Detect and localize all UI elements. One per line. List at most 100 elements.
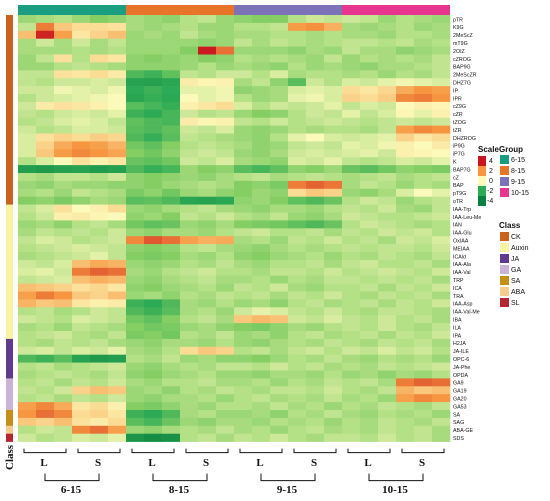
heatmap-cell <box>162 173 181 182</box>
heatmap-cell <box>54 275 73 284</box>
heatmap-cell <box>198 38 217 47</box>
heatmap-cell <box>414 362 433 371</box>
heatmap-cell <box>18 323 37 332</box>
heatmap-cell <box>270 236 289 245</box>
heatmap-cell <box>378 402 397 411</box>
heatmap-cell <box>396 362 415 371</box>
heatmap-cell <box>36 362 55 371</box>
heatmap-cell <box>162 54 181 63</box>
heatmap-cell <box>216 425 235 434</box>
row-label: ILA <box>453 325 461 331</box>
heatmap-cell <box>36 228 55 237</box>
heatmap-cell <box>18 267 37 276</box>
heatmap-cell <box>270 15 289 24</box>
heatmap-cell <box>234 338 253 348</box>
class-bar-segment <box>6 402 13 411</box>
heatmap-cell <box>432 46 451 55</box>
heatmap-cell <box>360 86 379 95</box>
heatmap-cell <box>108 220 127 229</box>
heatmap-cell <box>162 410 181 419</box>
heatmap-cell <box>324 157 343 166</box>
heatmap-cell <box>90 30 109 39</box>
row-label: JA-ILE <box>453 349 469 355</box>
heatmap-cell <box>360 402 379 411</box>
heatmap-cell <box>198 180 217 190</box>
heatmap-cell <box>144 323 163 332</box>
row-label: GA20 <box>453 397 467 403</box>
heatmap-cell <box>144 101 163 111</box>
subgroup-label-8-15-L: L <box>148 457 155 469</box>
heatmap-cell <box>108 410 127 419</box>
heatmap-cell <box>234 54 253 63</box>
heatmap-cell <box>36 188 55 197</box>
heatmap-cell <box>270 410 289 419</box>
heatmap-cell <box>180 117 199 126</box>
heatmap-cell <box>342 354 361 363</box>
heatmap-cell <box>108 252 127 261</box>
heatmap-cell <box>144 410 163 419</box>
heatmap-cell <box>306 299 325 308</box>
heatmap-cell <box>396 323 415 332</box>
heatmap-cell <box>36 30 55 39</box>
heatmap-cell <box>90 410 109 419</box>
heatmap-cell <box>378 228 397 237</box>
heatmap-cell <box>414 149 433 158</box>
heatmap-cell <box>342 252 361 261</box>
heatmap-cell <box>54 402 73 411</box>
heatmap-cell <box>162 252 181 261</box>
heatmap-cell <box>378 117 397 126</box>
heatmap-cell <box>306 362 325 371</box>
class-swatch <box>500 254 509 263</box>
heatmap-cell <box>180 188 199 197</box>
heatmap-cell <box>162 417 181 427</box>
heatmap-cell <box>324 354 343 363</box>
heatmap-cell <box>306 378 325 387</box>
row-label: SDS <box>453 436 464 442</box>
heatmap-cell <box>270 370 289 379</box>
group-bracket <box>260 473 316 482</box>
heatmap-cell <box>360 173 379 182</box>
heatmap-cell <box>432 220 451 229</box>
heatmap-cell <box>90 22 109 32</box>
heatmap-cell <box>270 228 289 237</box>
heatmap-cell <box>360 331 379 340</box>
heatmap-cell <box>108 22 127 32</box>
heatmap-cell <box>270 109 289 118</box>
heatmap-cell <box>198 125 217 134</box>
heatmap-cell <box>378 94 397 103</box>
heatmap-cell <box>432 244 451 253</box>
heatmap-cell <box>234 394 253 403</box>
heatmap-cell <box>36 307 55 316</box>
heatmap-cell <box>252 196 271 205</box>
heatmap-cell <box>108 117 127 126</box>
heatmap-cell <box>198 307 217 316</box>
legend-group-label: 9-15 <box>511 179 525 186</box>
heatmap-cell <box>72 94 91 103</box>
heatmap-cell <box>396 220 415 229</box>
heatmap-cell <box>198 212 217 221</box>
heatmap-cell <box>378 180 397 190</box>
heatmap-cell <box>36 323 55 332</box>
heatmap-cell <box>54 425 73 434</box>
heatmap-cell <box>36 22 55 32</box>
heatmap-cell <box>432 425 451 434</box>
heatmap-cell <box>324 101 343 111</box>
heatmap-cell <box>162 157 181 166</box>
heatmap-cell <box>414 386 433 395</box>
heatmap-cell <box>108 425 127 434</box>
heatmap-cell <box>306 417 325 427</box>
heatmap-cell <box>270 180 289 190</box>
heatmap-cell <box>198 228 217 237</box>
heatmap-cell <box>180 402 199 411</box>
heatmap-cell <box>108 180 127 190</box>
heatmap-cell <box>90 394 109 403</box>
heatmap-cell <box>180 22 199 32</box>
heatmap-cell <box>18 94 37 103</box>
row-label: IAA-Glu <box>453 231 472 237</box>
heatmap-cell <box>162 236 181 245</box>
row-label: IAA-Val <box>453 270 471 276</box>
heatmap-cell <box>36 244 55 253</box>
heatmap-cell <box>90 252 109 261</box>
heatmap-cell <box>144 244 163 253</box>
heatmap-cell <box>180 252 199 261</box>
